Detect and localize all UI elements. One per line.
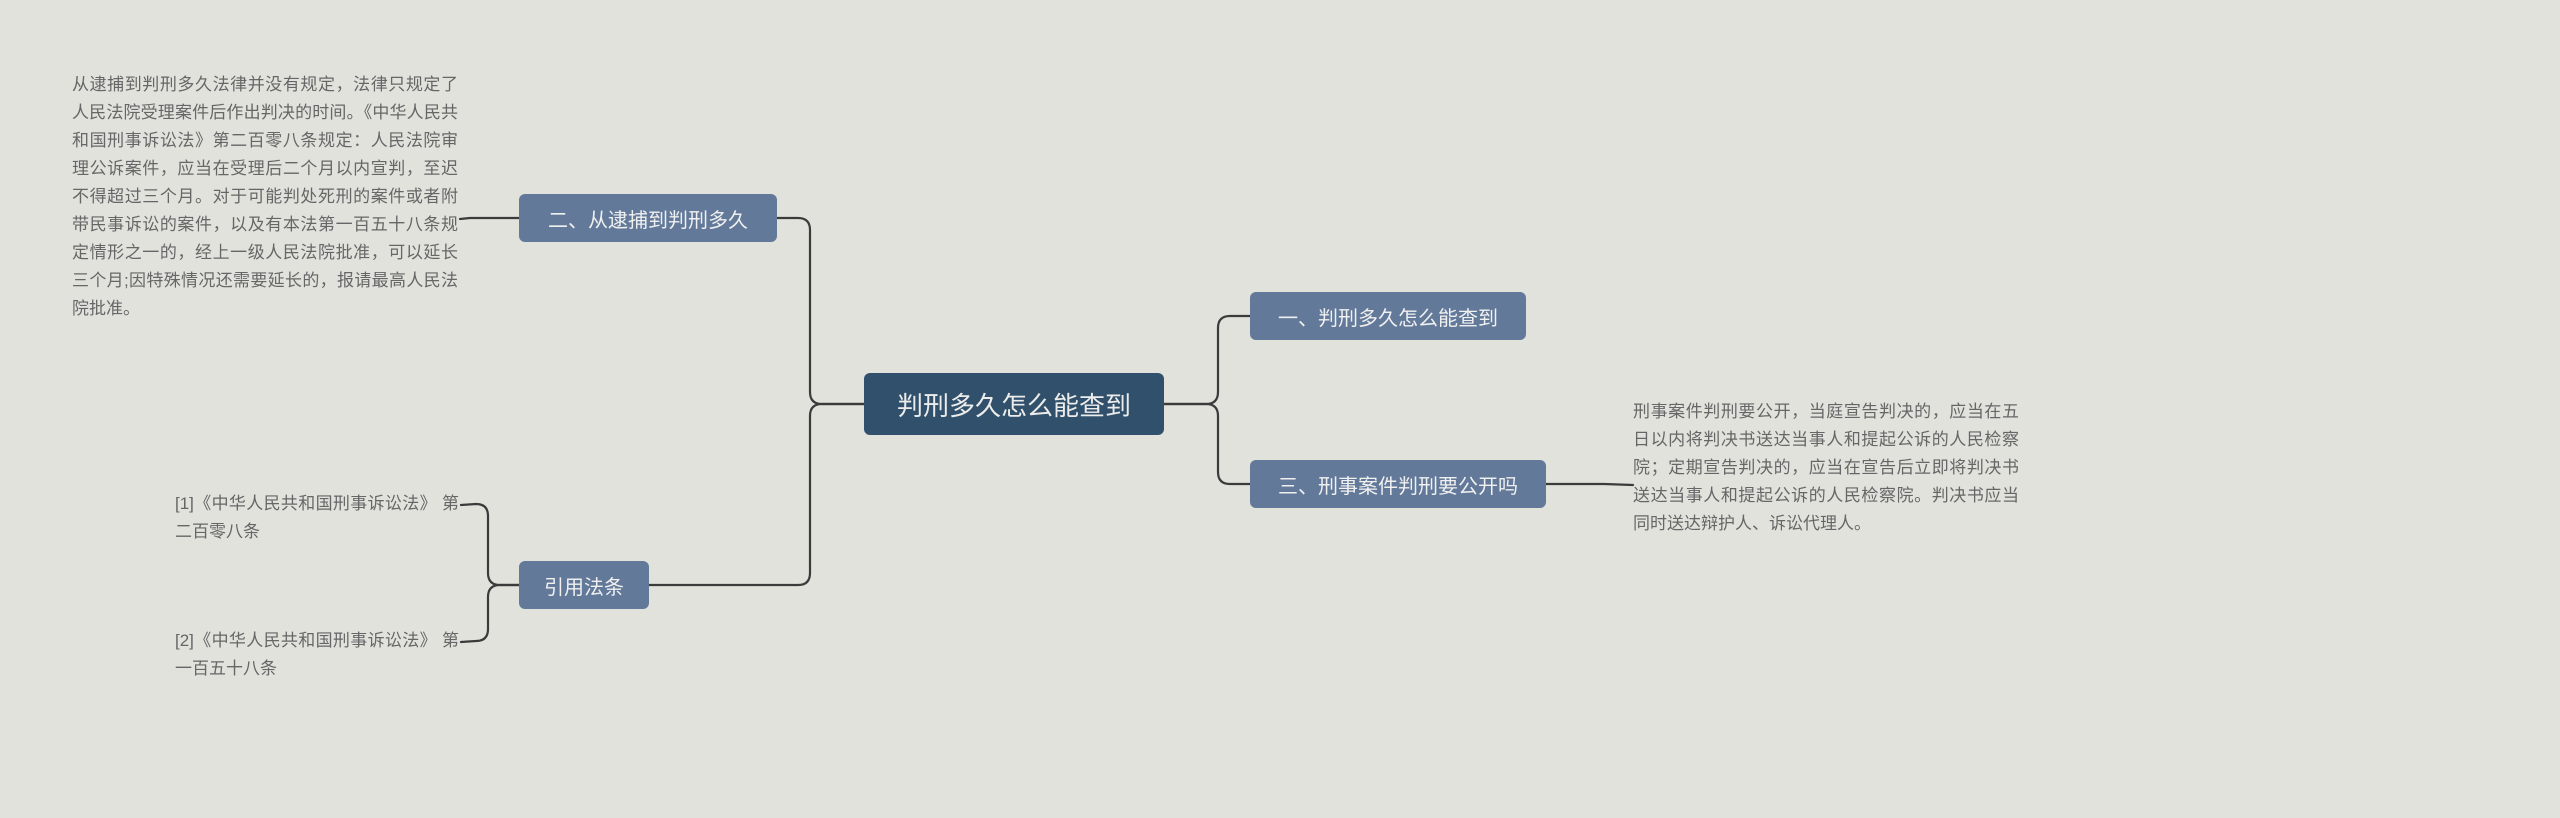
left-child-node[interactable]: 二、从逮捕到判刑多久 — [519, 194, 777, 242]
leaf-text: [1]《中华人民共和国刑事诉讼法》 第二百零八条 — [175, 490, 459, 546]
leaf-text: [2]《中华人民共和国刑事诉讼法》 第一百五十八条 — [175, 627, 459, 683]
leaf-text: 从逮捕到判刑多久法律并没有规定，法律只规定了人民法院受理案件后作出判决的时间。《… — [72, 71, 458, 323]
root-node[interactable]: 判刑多久怎么能查到 — [864, 373, 1164, 435]
right-child-node[interactable]: 三、刑事案件判刑要公开吗 — [1250, 460, 1546, 508]
leaf-text: 刑事案件判刑要公开，当庭宣告判决的，应当在五日以内将判决书送达当事人和提起公诉的… — [1633, 398, 2019, 538]
left-child-node[interactable]: 引用法条 — [519, 561, 649, 609]
right-child-node[interactable]: 一、判刑多久怎么能查到 — [1250, 292, 1526, 340]
